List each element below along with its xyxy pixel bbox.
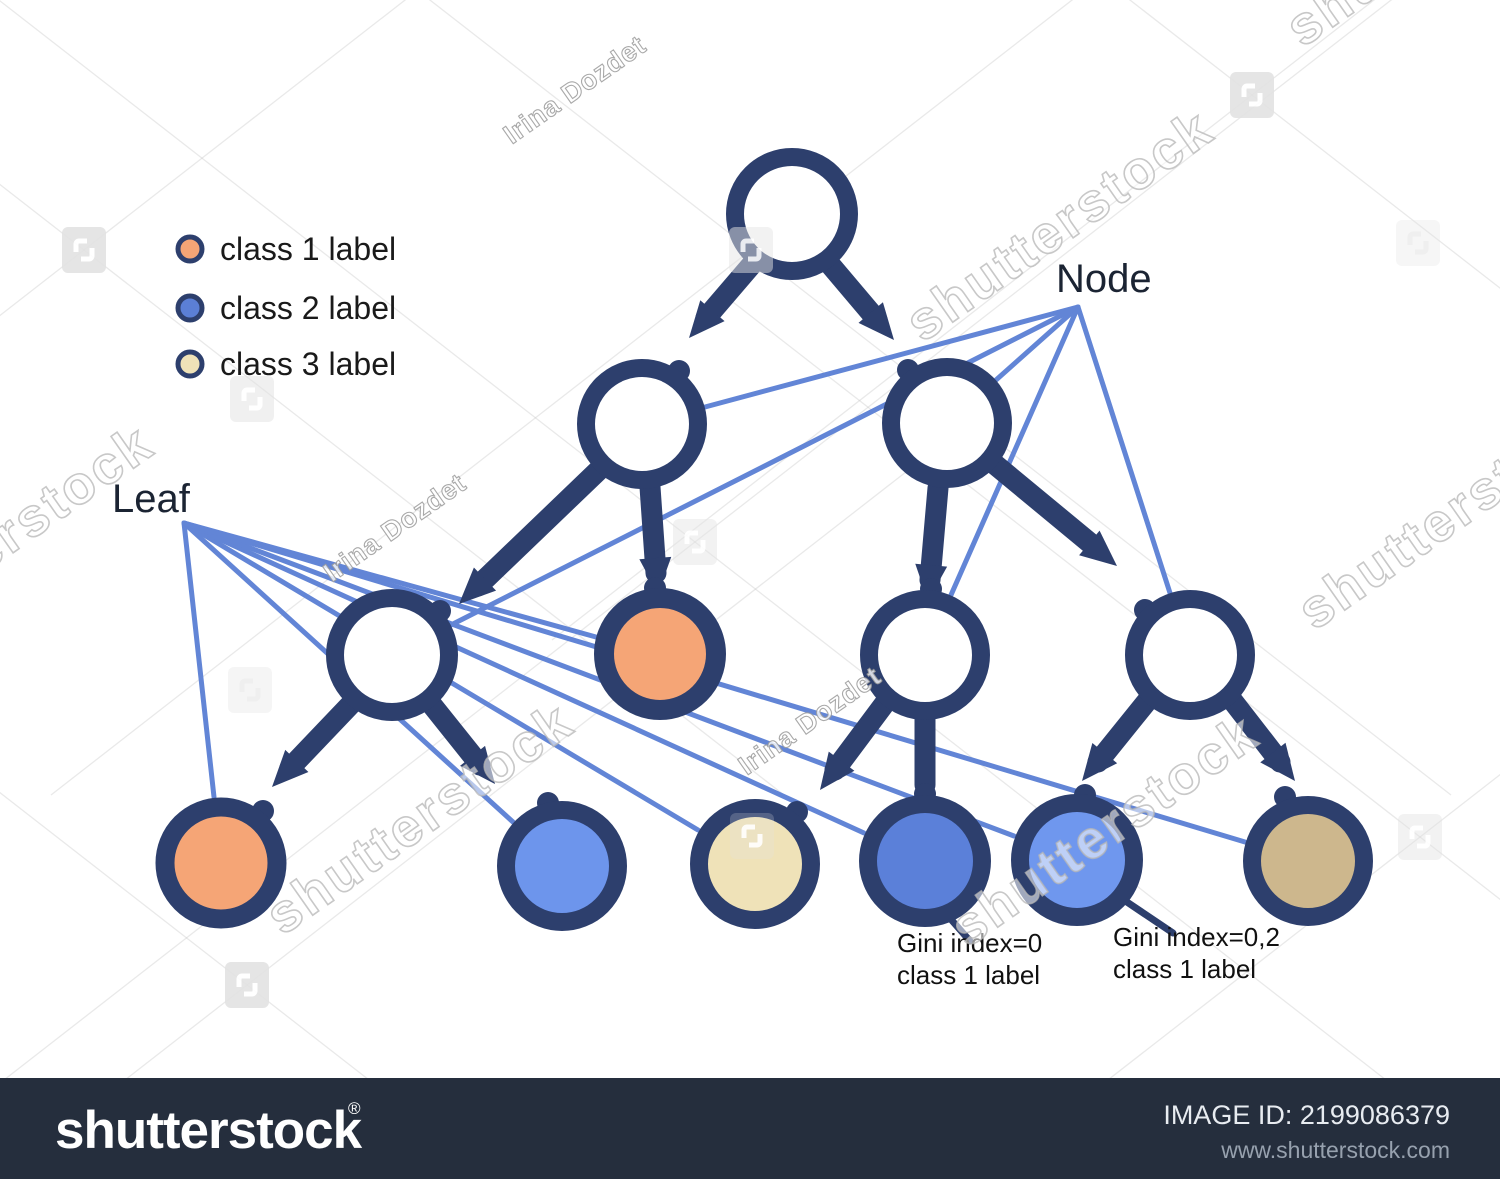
site-url-text: www.shutterstock.com [1220, 1137, 1450, 1163]
legend-swatch-class1 [175, 234, 205, 264]
shutterstock-mark-icon [230, 376, 274, 422]
shutterstock-mark-icon [729, 227, 773, 273]
gini-annotation-1: Gini index=0 class 1 label [897, 928, 1042, 990]
legend-swatch-class3 [175, 349, 205, 379]
shutterstock-mark-icon [228, 667, 272, 713]
leaf-2-blue [497, 801, 627, 931]
shutterstock-mark-icon [673, 519, 717, 565]
level2-right-node [882, 358, 1012, 488]
legend: class 1 label class 2 label class 3 labe… [175, 231, 396, 382]
shutterstock-logo: shutterstock [55, 1101, 363, 1160]
shutterstock-mark-icon [1230, 72, 1274, 118]
shutterstock-mark-icon [730, 813, 774, 859]
gini1-line1: Gini index=0 [897, 928, 1042, 958]
shutterstock-mark-icon [225, 962, 269, 1008]
level3-node-1 [326, 589, 458, 721]
level3-leaf-orange [594, 588, 726, 720]
leaf-4-blue [859, 795, 991, 927]
leaf-3-cream [690, 799, 820, 929]
level3-node-3 [860, 590, 990, 720]
gini-annotation-2: Gini index=0,2 class 1 label [1113, 922, 1280, 984]
footer-bar: shutterstock ® IMAGE ID: 2199086379 www.… [0, 1078, 1500, 1179]
tree-nodes [155, 148, 1373, 931]
gini2-line2: class 1 label [1113, 954, 1256, 984]
watermark-mark-icons [62, 72, 1442, 1008]
root-node [726, 148, 858, 280]
legend-swatch-class2 [175, 293, 205, 323]
shutterstock-mark-icon [62, 227, 106, 273]
footer-background [0, 1078, 1500, 1179]
leaf-6-tan [1243, 796, 1373, 926]
legend-label-class1: class 1 label [220, 231, 396, 267]
level2-left-node [577, 359, 707, 489]
image-id-text: IMAGE ID: 2199086379 [1163, 1100, 1450, 1130]
node-label: Node [1056, 257, 1152, 301]
node-callout-fan [448, 304, 1173, 628]
leaf-label: Leaf [112, 477, 191, 521]
leaf-5-blue [1011, 794, 1143, 926]
gini2-line1: Gini index=0,2 [1113, 922, 1280, 952]
shutterstock-mark-icon [1398, 814, 1442, 860]
arrow-heads [272, 300, 1295, 790]
legend-label-class2: class 2 label [220, 290, 396, 326]
shutterstock-mark-icon [1396, 220, 1440, 266]
registered-mark: ® [348, 1099, 361, 1118]
level3-node-4 [1125, 590, 1255, 720]
leaf-1-orange [155, 797, 287, 929]
gini1-line2: class 1 label [897, 960, 1040, 990]
